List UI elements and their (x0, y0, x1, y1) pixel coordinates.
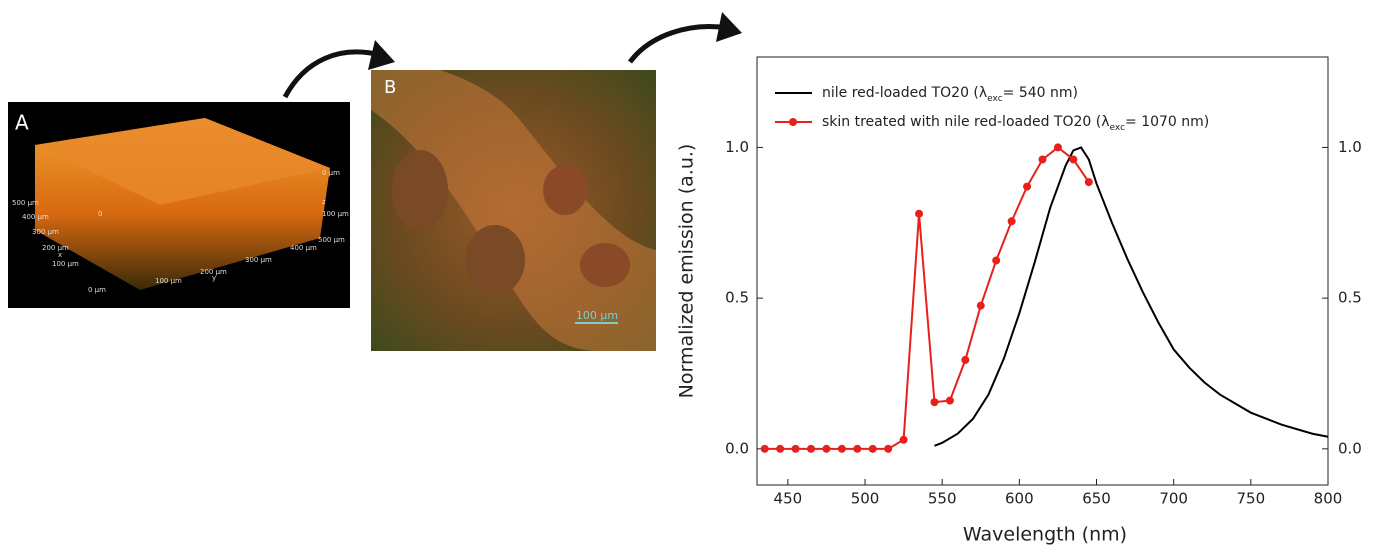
arrow-head (368, 40, 395, 70)
panel-a-axis-label: 100 µm (52, 260, 79, 268)
panel-a-axis-label: 0 µm (322, 169, 340, 177)
arrow (627, 24, 729, 64)
panel-a-axis-label: 0 µm (88, 286, 106, 294)
data-point (853, 444, 862, 453)
x-tick-label: 500 (851, 490, 880, 508)
legend-text: skin treated with nile red-loaded TO20 (… (822, 114, 1110, 130)
series-line (934, 146, 1329, 447)
tissue-region (371, 70, 656, 351)
data-point (899, 435, 908, 444)
papilla (465, 225, 525, 295)
x-tick-label: 700 (1159, 490, 1188, 508)
panel-a-axis-label: 200 µm (42, 244, 69, 252)
data-point (776, 444, 785, 453)
data-point (1084, 178, 1093, 187)
papilla (580, 243, 630, 287)
x-axis-title: Wavelength (nm) (963, 524, 1127, 546)
x-tick-label: 550 (928, 490, 957, 508)
data-point (930, 398, 939, 407)
x-tick-label: 650 (1082, 490, 1111, 508)
data-point (961, 355, 970, 364)
panel-a-axis-label: 500 µm (318, 236, 345, 244)
papilla (543, 165, 587, 215)
legend-marker (789, 118, 797, 126)
panel-a-axis-label: 100 µm (155, 277, 182, 285)
panel-a-axis-label: y (212, 274, 216, 282)
data-point (945, 396, 954, 405)
legend-label: nile red-loaded TO20 (λexc= 540 nm) (822, 85, 1078, 104)
data-point (884, 444, 893, 453)
arrow-head (716, 12, 742, 42)
data-point (1023, 182, 1032, 191)
papilla (392, 150, 448, 230)
series-line (764, 146, 1090, 450)
plot-frame (756, 56, 1329, 486)
data-point (760, 444, 769, 453)
panel-a-axis-label: 200 µm (200, 268, 227, 276)
panel-a-axis-label: 500 µm (12, 199, 39, 207)
legend-text: = 1070 nm) (1125, 114, 1209, 130)
y-tick-label: 0.0 (725, 439, 749, 457)
panel-a-axis-label: 400 µm (22, 213, 49, 221)
data-point (1007, 217, 1016, 226)
data-point (1069, 155, 1078, 164)
data-point (992, 256, 1001, 265)
data-point (822, 444, 831, 453)
data-point (791, 444, 800, 453)
panel-a-axis-label: x (58, 251, 62, 259)
data-point (837, 444, 846, 453)
arrow (282, 49, 381, 99)
y2-tick-label: 0.5 (1338, 289, 1362, 307)
y-tick-label: 1.0 (725, 138, 749, 156)
data-point (868, 444, 877, 453)
y2-tick-label: 0.0 (1338, 439, 1362, 457)
legend-label: skin treated with nile red-loaded TO20 (… (822, 114, 1209, 133)
scale-bar-label: 100 µm (576, 309, 618, 322)
data-point (1038, 155, 1047, 164)
data-point (1053, 143, 1062, 152)
legend-text: nile red-loaded TO20 (λ (822, 85, 987, 101)
panel-a-axis-label: 400 µm (290, 244, 317, 252)
panel-a-axis-label: 0 (98, 210, 102, 218)
y-axis-title: Normalized emission (a.u.) (676, 144, 698, 399)
panel-a-axis-label: 100 µm (322, 210, 349, 218)
y2-tick-label: 1.0 (1338, 138, 1362, 156)
panel-a-axis-label: 300 µm (245, 256, 272, 264)
panel-label: A (15, 111, 29, 135)
legend-text: exc (987, 94, 1003, 104)
tissue-top (35, 118, 330, 205)
panel-a-axis-label: z (322, 198, 326, 206)
data-point (976, 301, 985, 310)
data-point (807, 444, 816, 453)
panel-a-axis-label: 300 µm (32, 228, 59, 236)
x-tick-label: 800 (1314, 490, 1343, 508)
data-point (915, 209, 924, 218)
x-tick-label: 600 (1005, 490, 1034, 508)
x-tick-label: 450 (774, 490, 803, 508)
legend-text: exc (1110, 123, 1126, 133)
x-tick-label: 750 (1237, 490, 1266, 508)
panel-label: B (384, 77, 396, 98)
legend-text: = 540 nm) (1003, 85, 1078, 101)
y-tick-label: 0.5 (725, 289, 749, 307)
